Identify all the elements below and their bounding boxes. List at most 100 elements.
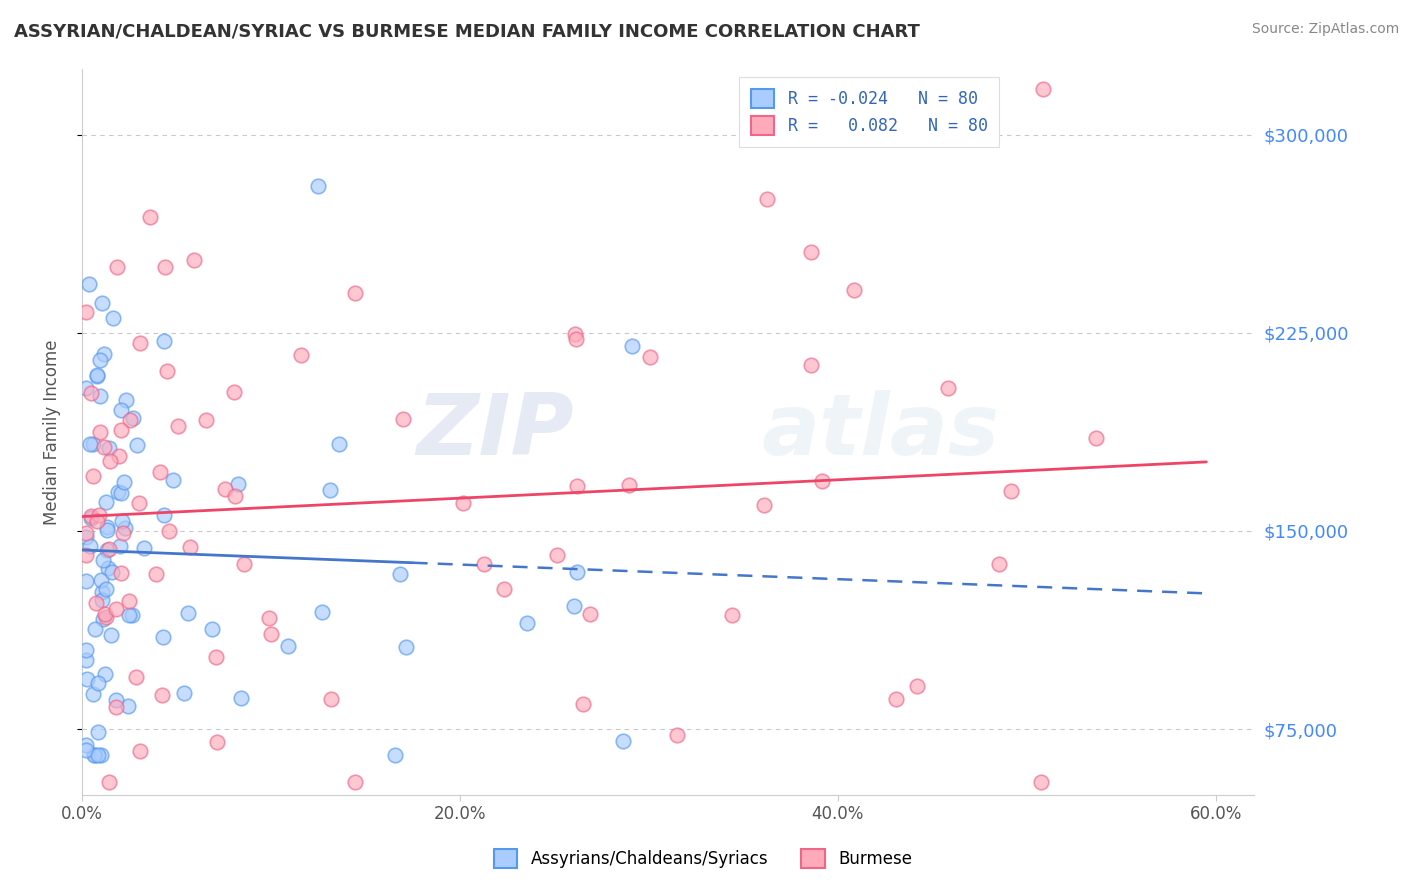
Point xyxy=(567,565,589,579)
Point xyxy=(564,332,586,346)
Point xyxy=(800,359,823,373)
Point xyxy=(96,543,118,558)
Point xyxy=(1032,81,1054,95)
Point xyxy=(80,511,103,525)
Point xyxy=(621,338,644,352)
Point xyxy=(105,692,128,706)
Point xyxy=(84,596,107,610)
Point xyxy=(884,692,907,706)
Point xyxy=(91,585,114,599)
Point xyxy=(132,541,155,555)
Point xyxy=(565,479,588,493)
Point xyxy=(93,441,115,455)
Point xyxy=(75,743,97,757)
Point xyxy=(754,498,776,512)
Point xyxy=(79,539,101,553)
Point xyxy=(75,526,97,541)
Point xyxy=(114,521,136,535)
Point xyxy=(98,454,121,468)
Point xyxy=(120,413,142,427)
Point xyxy=(257,611,280,625)
Point xyxy=(82,437,104,451)
Point xyxy=(121,608,143,623)
Point xyxy=(153,260,176,275)
Point xyxy=(344,286,367,301)
Point xyxy=(91,295,114,310)
Point xyxy=(125,670,148,684)
Point xyxy=(107,484,129,499)
Text: ZIP: ZIP xyxy=(416,391,574,474)
Point xyxy=(384,748,406,763)
Point xyxy=(75,574,97,588)
Point xyxy=(195,413,218,427)
Point xyxy=(311,606,333,620)
Point xyxy=(82,687,104,701)
Point xyxy=(260,626,283,640)
Point xyxy=(90,593,112,607)
Point xyxy=(290,348,312,362)
Point xyxy=(166,419,188,434)
Point xyxy=(96,609,118,624)
Point xyxy=(800,244,823,259)
Point xyxy=(118,594,141,608)
Point xyxy=(108,539,131,553)
Point xyxy=(98,441,121,455)
Point xyxy=(76,672,98,686)
Point xyxy=(110,403,132,417)
Point xyxy=(75,382,97,396)
Point xyxy=(94,667,117,681)
Point xyxy=(150,688,173,702)
Point xyxy=(87,748,110,763)
Point xyxy=(77,277,100,291)
Point xyxy=(571,698,593,712)
Point xyxy=(80,386,103,401)
Point xyxy=(183,252,205,267)
Point xyxy=(516,615,538,630)
Point xyxy=(319,483,342,497)
Text: Source: ZipAtlas.com: Source: ZipAtlas.com xyxy=(1251,22,1399,37)
Point xyxy=(328,437,350,451)
Point xyxy=(145,566,167,581)
Point xyxy=(86,368,108,382)
Point xyxy=(811,474,834,488)
Point xyxy=(94,582,117,596)
Point xyxy=(152,334,174,348)
Point xyxy=(108,449,131,463)
Point xyxy=(152,630,174,644)
Legend: Assyrians/Chaldeans/Syriacs, Burmese: Assyrians/Chaldeans/Syriacs, Burmese xyxy=(488,842,918,875)
Point xyxy=(75,305,97,319)
Point xyxy=(86,514,108,528)
Point xyxy=(720,607,742,622)
Point xyxy=(104,602,127,616)
Point xyxy=(122,410,145,425)
Point xyxy=(94,607,117,621)
Point xyxy=(579,607,602,622)
Point xyxy=(905,679,928,693)
Point xyxy=(118,608,141,623)
Point xyxy=(156,364,179,378)
Point xyxy=(129,744,152,758)
Point xyxy=(110,566,132,581)
Point xyxy=(451,496,474,510)
Text: atlas: atlas xyxy=(762,391,1000,474)
Point xyxy=(101,311,124,326)
Point xyxy=(110,424,132,438)
Point xyxy=(89,389,111,403)
Point xyxy=(229,691,252,706)
Point xyxy=(173,686,195,700)
Point xyxy=(492,582,515,596)
Point xyxy=(756,192,779,206)
Point xyxy=(114,393,136,408)
Point xyxy=(129,335,152,350)
Point xyxy=(1029,775,1052,789)
Point xyxy=(83,748,105,763)
Point xyxy=(665,728,688,742)
Point xyxy=(75,738,97,752)
Point xyxy=(94,495,117,509)
Point xyxy=(842,283,865,297)
Point xyxy=(101,565,124,579)
Point xyxy=(93,347,115,361)
Point xyxy=(127,438,149,452)
Point xyxy=(97,560,120,574)
Y-axis label: Median Family Income: Median Family Income xyxy=(44,339,60,524)
